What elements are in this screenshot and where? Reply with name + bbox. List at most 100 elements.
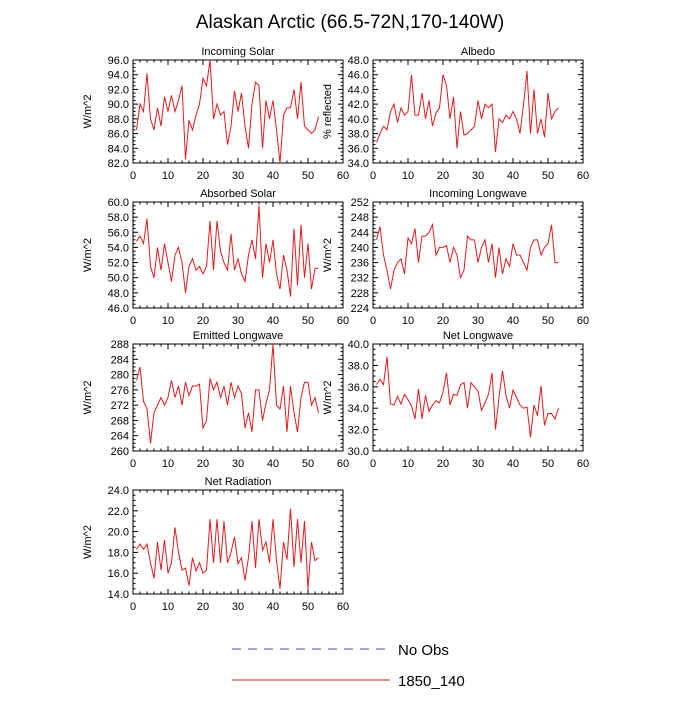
x-tick-label-net-longwave: 50 xyxy=(542,458,554,470)
y-axis-label-emitted-longwave: W/m^2 xyxy=(82,381,94,415)
y-tick-label-absorbed-solar: 50.0 xyxy=(108,273,129,285)
y-tick-label-emitted-longwave: 280 xyxy=(111,370,129,382)
panel-net-radiation: Net Radiation W/m^2 0 10 20 30 40 50 60 14.0 16.0 1… xyxy=(82,476,349,613)
x-tick-label-albedo: 30 xyxy=(472,170,484,182)
x-tick-label-net-radiation: 60 xyxy=(337,601,349,613)
x-tick-label-emitted-longwave: 60 xyxy=(337,458,349,470)
x-tick-label-incoming-solar: 40 xyxy=(267,170,279,182)
y-tick-label-net-radiation: 18.0 xyxy=(108,547,129,559)
y-tick-label-net-radiation: 14.0 xyxy=(108,589,129,601)
plot-frame-net-longwave xyxy=(372,343,584,452)
x-tick-label-net-longwave: 30 xyxy=(472,458,484,470)
y-tick-label-incoming-longwave: 252 xyxy=(351,197,369,209)
y-axis-label-incoming-solar: W/m^2 xyxy=(82,95,94,129)
y-tick-label-absorbed-solar: 56.0 xyxy=(108,227,129,239)
y-tick-label-absorbed-solar: 46.0 xyxy=(108,303,129,315)
x-tick-label-albedo: 40 xyxy=(507,170,519,182)
y-tick-label-incoming-longwave: 240 xyxy=(351,242,369,254)
x-tick-label-incoming-solar: 30 xyxy=(232,170,244,182)
y-tick-label-emitted-longwave: 276 xyxy=(111,385,129,397)
x-tick-label-net-longwave: 20 xyxy=(437,458,449,470)
x-tick-label-absorbed-solar: 60 xyxy=(337,315,349,327)
y-tick-label-net-longwave: 36.0 xyxy=(348,382,369,394)
y-tick-label-absorbed-solar: 52.0 xyxy=(108,258,129,270)
x-tick-label-absorbed-solar: 0 xyxy=(130,315,136,327)
y-axis-label-albedo: % reflected xyxy=(322,84,334,139)
y-tick-label-net-longwave: 34.0 xyxy=(348,403,369,415)
series-line-net-radiation xyxy=(136,508,319,589)
x-tick-label-absorbed-solar: 10 xyxy=(162,315,174,327)
x-tick-label-incoming-solar: 20 xyxy=(197,170,209,182)
x-tick-label-emitted-longwave: 20 xyxy=(197,458,209,470)
y-axis-label-incoming-longwave: W/m^2 xyxy=(322,238,334,272)
plot-frame-absorbed-solar xyxy=(132,201,344,309)
x-tick-label-incoming-solar: 10 xyxy=(162,170,174,182)
y-tick-label-incoming-solar: 82.0 xyxy=(108,158,129,170)
series-line-absorbed-solar xyxy=(136,205,319,297)
panel-title-net-longwave: Net Longwave xyxy=(443,330,513,342)
y-tick-label-absorbed-solar: 58.0 xyxy=(108,212,129,224)
legend-label-1850-140: 1850_140 xyxy=(398,673,465,690)
series-line-albedo xyxy=(376,70,559,153)
y-tick-label-incoming-longwave: 224 xyxy=(351,303,369,315)
y-tick-label-incoming-solar: 96.0 xyxy=(108,55,129,67)
panel-title-net-radiation: Net Radiation xyxy=(205,476,272,488)
x-tick-label-emitted-longwave: 0 xyxy=(130,458,136,470)
y-tick-label-net-longwave: 40.0 xyxy=(348,339,369,351)
x-tick-label-net-radiation: 40 xyxy=(267,601,279,613)
x-tick-label-net-longwave: 40 xyxy=(507,458,519,470)
y-tick-label-albedo: 40.0 xyxy=(348,114,369,126)
y-tick-label-incoming-longwave: 244 xyxy=(351,227,369,239)
y-tick-label-albedo: 46.0 xyxy=(348,70,369,82)
series-line-emitted-longwave xyxy=(136,343,319,444)
x-tick-label-incoming-solar: 50 xyxy=(302,170,314,182)
x-tick-label-net-radiation: 50 xyxy=(302,601,314,613)
x-tick-label-incoming-solar: 0 xyxy=(130,170,136,182)
y-tick-label-net-radiation: 22.0 xyxy=(108,506,129,518)
x-tick-label-incoming-longwave: 60 xyxy=(577,315,589,327)
x-tick-label-emitted-longwave: 30 xyxy=(232,458,244,470)
y-tick-label-incoming-solar: 90.0 xyxy=(108,99,129,111)
legend: No Obs 1850_140 xyxy=(232,642,465,690)
x-tick-label-incoming-longwave: 10 xyxy=(402,315,414,327)
y-tick-label-emitted-longwave: 260 xyxy=(111,446,129,458)
x-tick-label-emitted-longwave: 10 xyxy=(162,458,174,470)
y-tick-label-incoming-solar: 86.0 xyxy=(108,129,129,141)
y-tick-label-incoming-solar: 92.0 xyxy=(108,84,129,96)
y-tick-label-net-longwave: 30.0 xyxy=(348,446,369,458)
x-tick-label-incoming-solar: 60 xyxy=(337,170,349,182)
y-tick-label-net-radiation: 24.0 xyxy=(108,485,129,497)
x-tick-label-net-radiation: 0 xyxy=(130,601,136,613)
y-tick-label-albedo: 42.0 xyxy=(348,99,369,111)
y-axis-label-net-longwave: W/m^2 xyxy=(322,381,334,415)
y-tick-label-incoming-longwave: 236 xyxy=(351,258,369,270)
x-tick-label-albedo: 20 xyxy=(437,170,449,182)
y-tick-label-albedo: 48.0 xyxy=(348,55,369,67)
y-tick-label-incoming-solar: 94.0 xyxy=(108,70,129,82)
y-tick-label-net-longwave: 38.0 xyxy=(348,360,369,372)
x-tick-label-net-longwave: 60 xyxy=(577,458,589,470)
y-tick-label-albedo: 34.0 xyxy=(348,158,369,170)
panel-title-incoming-solar: Incoming Solar xyxy=(201,46,275,58)
x-tick-label-albedo: 50 xyxy=(542,170,554,182)
y-tick-label-absorbed-solar: 60.0 xyxy=(108,197,129,209)
y-axis-label-absorbed-solar: W/m^2 xyxy=(82,238,94,272)
x-tick-label-absorbed-solar: 50 xyxy=(302,315,314,327)
y-tick-label-incoming-longwave: 232 xyxy=(351,273,369,285)
y-tick-label-albedo: 38.0 xyxy=(348,129,369,141)
x-tick-label-net-radiation: 10 xyxy=(162,601,174,613)
panel-emitted-longwave: Emitted Longwave W/m^2 0 10 20 30 40 50 60 260 264… xyxy=(82,330,349,470)
y-tick-label-absorbed-solar: 54.0 xyxy=(108,242,129,254)
x-tick-label-incoming-longwave: 30 xyxy=(472,315,484,327)
y-tick-label-net-radiation: 20.0 xyxy=(108,527,129,539)
y-tick-label-absorbed-solar: 48.0 xyxy=(108,288,129,300)
panel-title-absorbed-solar: Absorbed Solar xyxy=(200,188,276,200)
x-tick-label-emitted-longwave: 50 xyxy=(302,458,314,470)
panel-title-incoming-longwave: Incoming Longwave xyxy=(429,188,527,200)
y-tick-label-emitted-longwave: 284 xyxy=(111,354,129,366)
x-tick-label-albedo: 60 xyxy=(577,170,589,182)
